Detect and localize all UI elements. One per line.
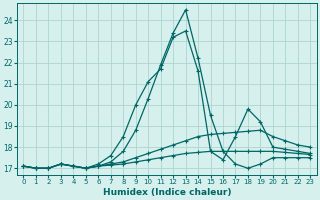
X-axis label: Humidex (Indice chaleur): Humidex (Indice chaleur)	[103, 188, 231, 197]
